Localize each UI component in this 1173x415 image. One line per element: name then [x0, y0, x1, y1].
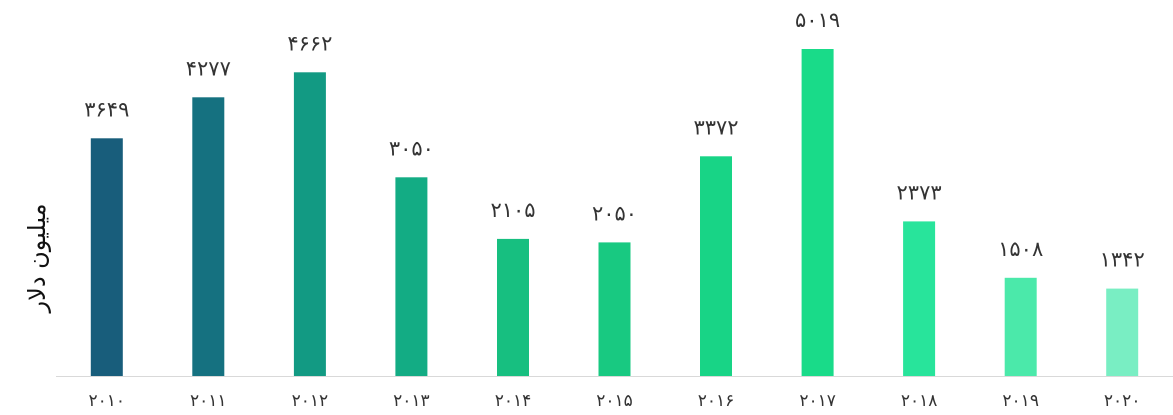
- x-tick-label-1: ۲۰۱۱: [190, 391, 227, 411]
- x-tick-label-7: ۲۰۱۷: [799, 391, 836, 411]
- bar-3: [395, 177, 428, 376]
- x-tick-label-0: ۲۰۱۰: [89, 391, 126, 411]
- x-tick-label-6: ۲۰۱۶: [698, 391, 735, 411]
- x-tick-label-4: ۲۰۱۴: [495, 391, 532, 411]
- data-labels-layer: ۳۶۴۹ ۴۲۷۷ ۴۶۶۲ ۳۰۵۰ ۲۱۰۵ ۲۰۵۰ ۳۳۷۲ ۵۰۱۹ ۲۳۷۳ ۱۵۰۸…: [84, 8, 1145, 272]
- x-tick-label-2: ۲۰۱۲: [292, 391, 329, 411]
- data-label-3: ۳۰۵۰: [389, 136, 434, 160]
- bar-10: [1106, 288, 1139, 376]
- bar-1: [192, 97, 225, 377]
- data-label-1: ۴۲۷۷: [186, 56, 231, 80]
- bar-8: [903, 221, 936, 376]
- bars-layer: [90, 49, 1139, 377]
- data-label-2: ۴۶۶۲: [287, 31, 332, 55]
- bar-9: [1004, 277, 1037, 376]
- bar-6: [700, 156, 732, 376]
- data-label-10: ۱۳۴۲: [1100, 248, 1145, 272]
- bar-5: [598, 242, 631, 376]
- bar-4: [497, 238, 529, 376]
- data-label-5: ۲۰۵۰: [592, 201, 637, 225]
- x-tick-label-8: ۲۰۱۸: [901, 391, 938, 411]
- tick-labels-layer: ۲۰۱۰ ۲۰۱۱ ۲۰۱۲ ۲۰۱۳ ۲۰۱۴ ۲۰۱۵ ۲۰۱۶ ۲۰۱۷ ۲۰۱۸ ۲۰۱۹…: [89, 391, 1141, 411]
- x-tick-label-5: ۲۰۱۵: [596, 391, 633, 411]
- y-axis-label: میلیون دلار: [23, 204, 51, 314]
- data-label-8: ۲۳۷۳: [897, 180, 942, 204]
- x-tick-label-10: ۲۰۲۰: [1104, 391, 1141, 411]
- bar-0: [90, 138, 123, 376]
- data-label-7: ۵۰۱۹: [795, 8, 840, 32]
- bar-2: [293, 72, 326, 377]
- data-label-9: ۱۵۰۸: [998, 237, 1043, 261]
- bar-7: [801, 49, 834, 376]
- x-tick-label-9: ۲۰۱۹: [1002, 391, 1039, 411]
- data-label-0: ۳۶۴۹: [84, 97, 129, 121]
- x-tick-label-3: ۲۰۱۳: [393, 391, 430, 411]
- data-label-4: ۲۱۰۵: [490, 198, 535, 222]
- data-label-6: ۳۳۷۲: [693, 115, 738, 139]
